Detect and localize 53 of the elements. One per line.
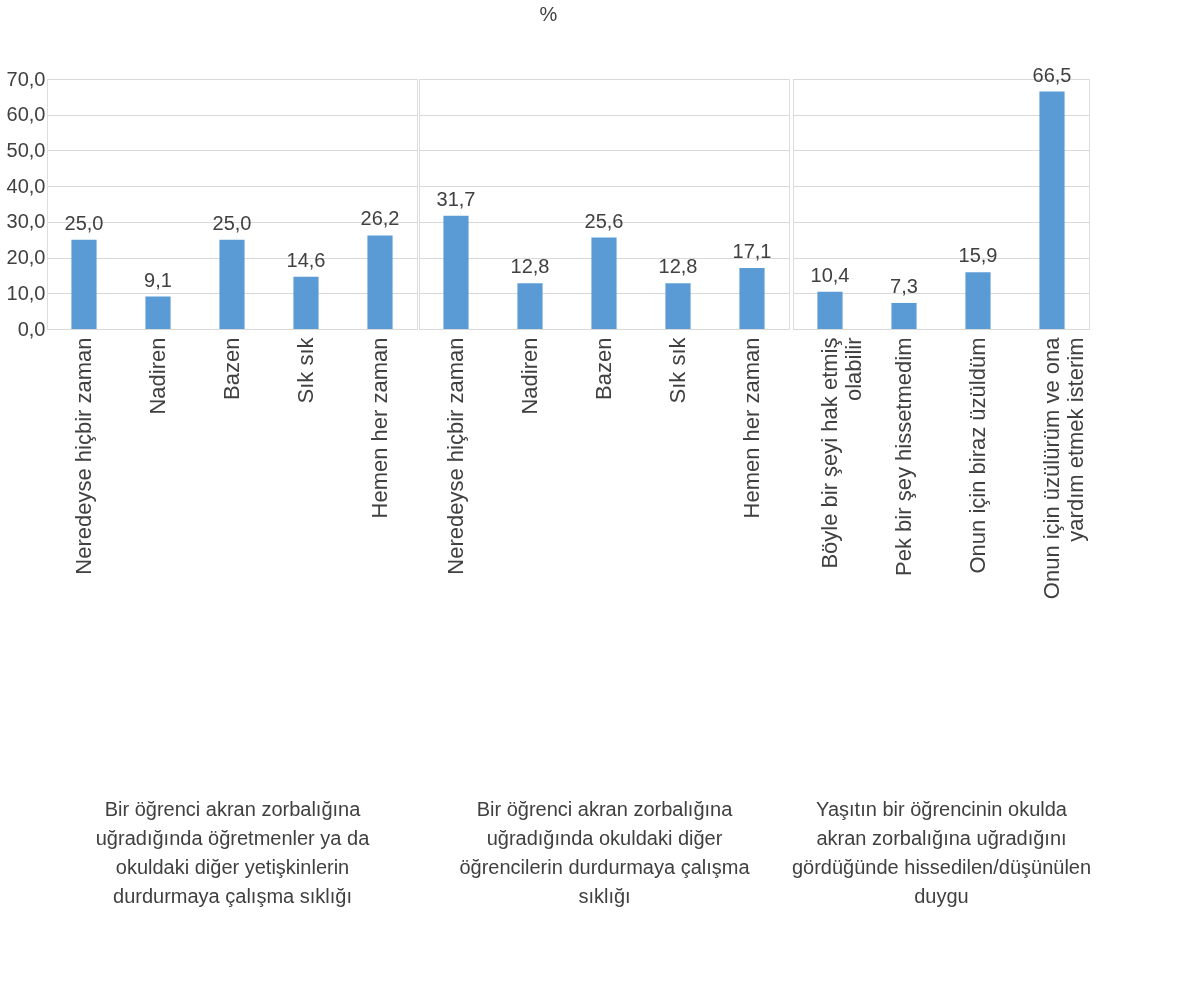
y-tick-label: 30,0 [6, 210, 46, 233]
bar [71, 239, 97, 329]
x-tick-label: Hemen her zaman [367, 337, 392, 519]
bar [817, 291, 843, 329]
data-label: 17,1 [732, 239, 772, 262]
y-tick-label: 20,0 [6, 246, 46, 269]
data-label: 9,1 [144, 268, 172, 291]
bar [443, 215, 469, 329]
data-label: 14,6 [286, 248, 326, 271]
x-tick-label: Bazen [219, 337, 244, 400]
y-tick-label: 50,0 [6, 138, 46, 161]
x-tick-label: Neredeyse hiçbir zaman [71, 337, 96, 575]
data-label: 25,0 [212, 211, 252, 234]
x-tick-label: Bazen [591, 337, 616, 400]
x-tick-label: Nadiren [517, 337, 542, 415]
x-tick-label: Hemen her zaman [739, 337, 764, 519]
bar [219, 239, 245, 329]
y-tick-label: 40,0 [6, 174, 46, 197]
data-label: 25,6 [584, 209, 624, 232]
x-axis-title: Yaşıtın bir öğrencinin okulda akran zorbalığına uğradığını gördüğünde hissedilen/düşünülen duygu [791, 797, 1092, 907]
data-label: 31,7 [436, 187, 476, 210]
x-tick-label: Böyle bir şeyi hak etmiş olabilir [817, 337, 866, 569]
x-tick-label: Neredeyse hiçbir zaman [443, 337, 468, 575]
bar [739, 267, 765, 329]
bar [1039, 91, 1065, 329]
data-label: 12,8 [510, 255, 550, 278]
bar [965, 272, 991, 329]
x-tick-label: Nadiren [145, 337, 170, 415]
y-tick-label: 70,0 [6, 67, 46, 90]
chart-title: % [539, 3, 558, 25]
x-axis-title: Bir öğrenci akran zorbalığına uğradığında öğretmenler ya da okuldaki diğer yetişkinlerin durdurmaya çalışma sıklığı [95, 797, 371, 907]
x-tick-label: Sık sık [293, 336, 318, 404]
x-tick-label: Sık sık [665, 336, 690, 404]
y-tick-label: 10,0 [6, 281, 46, 304]
bar [665, 283, 691, 329]
y-tick-label: 60,0 [6, 103, 46, 126]
bar [293, 276, 319, 329]
x-tick-label: Pek bir şey hissetmedim [891, 337, 916, 576]
bar [891, 302, 917, 329]
data-label: 26,2 [360, 207, 400, 230]
bar [517, 283, 543, 329]
data-label: 25,0 [64, 211, 104, 234]
bar [145, 296, 171, 329]
bar [591, 237, 617, 329]
data-label: 10,4 [810, 263, 850, 286]
data-label: 66,5 [1032, 63, 1072, 86]
data-label: 12,8 [658, 255, 698, 278]
bar [367, 235, 393, 329]
x-axis-title: Bir öğrenci akran zorbalığına uğradığında okuldaki diğer öğrencilerin durdurmaya çalışma sıklığı [459, 797, 751, 907]
data-label: 15,9 [958, 244, 998, 267]
y-tick-label: 0,0 [17, 317, 46, 340]
x-tick-label: Onun için biraz üzüldüm [965, 337, 990, 574]
data-label: 7,3 [890, 274, 918, 297]
